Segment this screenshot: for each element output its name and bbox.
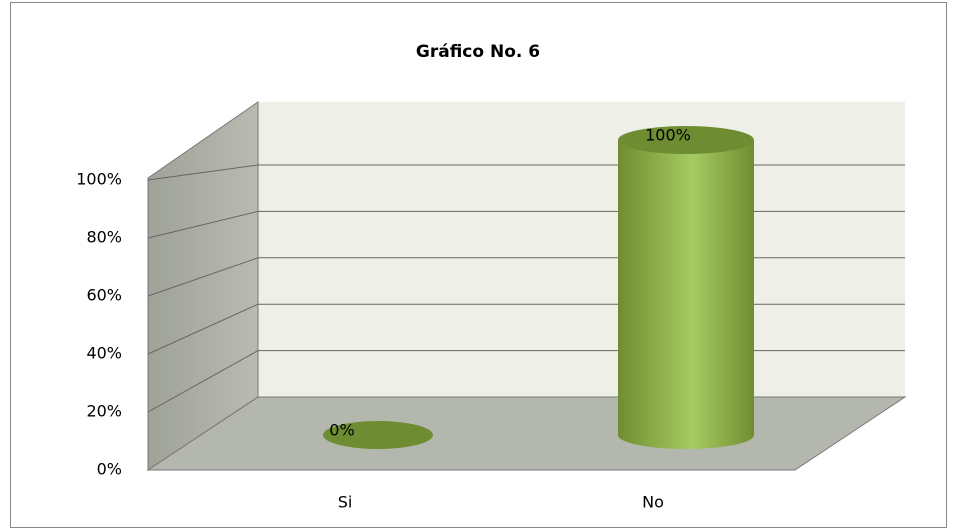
- grid-line: [147, 257, 259, 297]
- bar-top: [618, 126, 754, 154]
- floor: [146, 396, 907, 471]
- bar: [618, 140, 754, 449]
- y-tick-label: 80%: [86, 228, 122, 247]
- grid-line: [147, 303, 259, 355]
- y-tick-label: 40%: [86, 344, 122, 363]
- x-tick-label: No: [642, 493, 664, 512]
- y-tick-label: 60%: [86, 286, 122, 305]
- bar-top: [323, 421, 433, 449]
- grid-line: [147, 350, 259, 413]
- y-tick-label: 0%: [97, 460, 122, 479]
- x-tick-label: Si: [338, 493, 353, 512]
- value-label: 0%: [329, 421, 354, 440]
- grid-line: [147, 210, 259, 239]
- grid-line: [147, 164, 259, 181]
- y-tick-label: 20%: [86, 402, 122, 421]
- back-wall: [258, 102, 905, 397]
- value-label: 100%: [645, 126, 691, 145]
- y-tick-label: 100%: [76, 170, 122, 189]
- chart-title: Gráfico No. 6: [416, 42, 540, 62]
